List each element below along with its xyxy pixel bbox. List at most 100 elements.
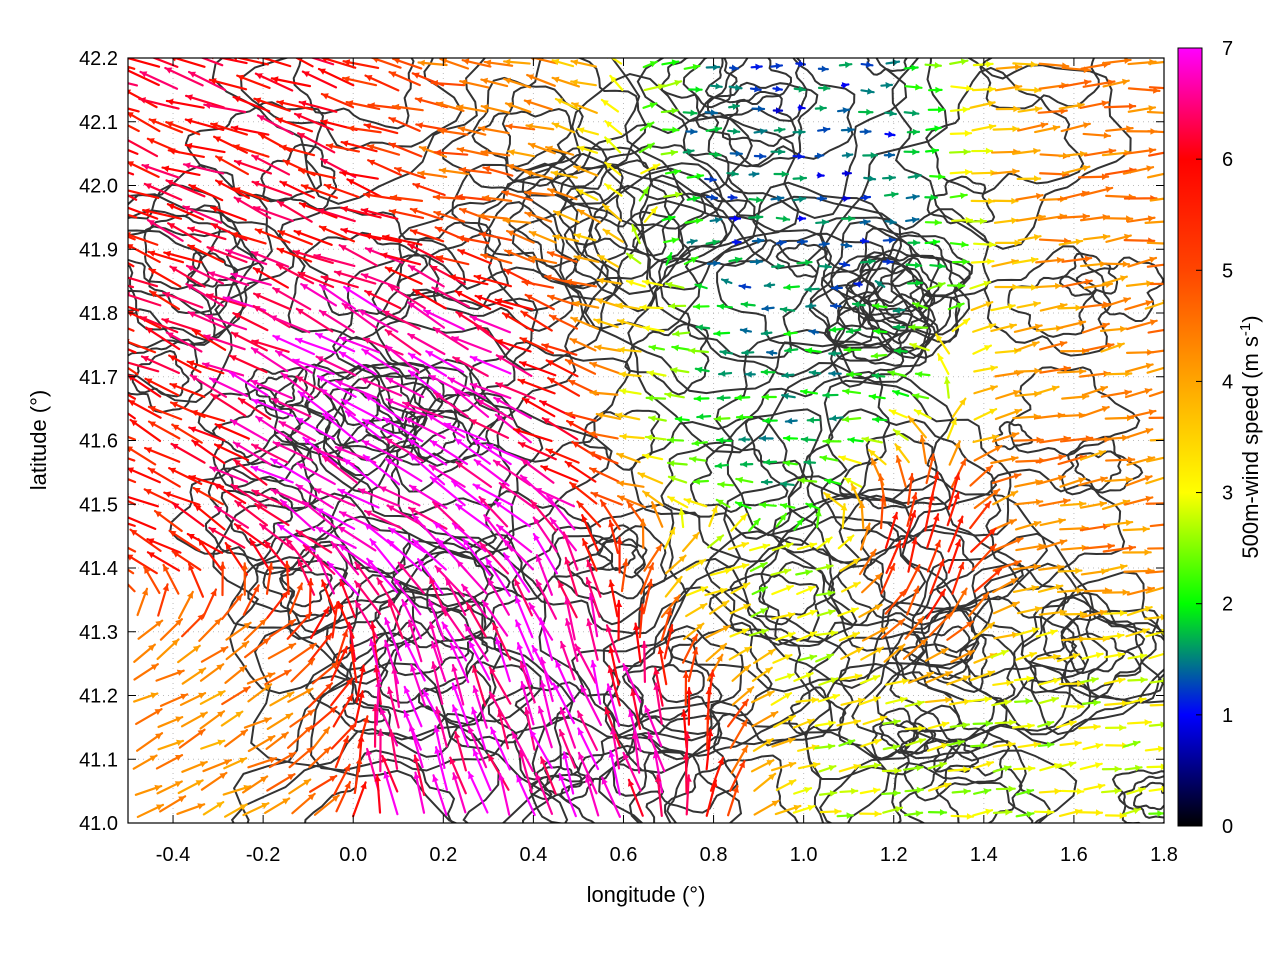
wind-arrow-shaft bbox=[278, 420, 317, 442]
wind-arrow bbox=[385, 344, 421, 374]
wind-arrow-head bbox=[571, 79, 578, 86]
terrain-contour bbox=[775, 242, 828, 278]
wind-arrow-shaft bbox=[452, 356, 489, 378]
wind-arrow-head bbox=[870, 152, 877, 159]
wind-arrow-shaft bbox=[474, 323, 510, 351]
wind-arrow bbox=[782, 460, 799, 467]
wind-arrow-head bbox=[935, 86, 942, 94]
wind-arrow bbox=[361, 439, 403, 462]
wind-arrow-head bbox=[867, 88, 874, 95]
wind-arrow-shaft bbox=[360, 273, 400, 290]
wind-arrow bbox=[841, 195, 851, 203]
wind-arrow-shaft bbox=[384, 437, 425, 463]
wind-arrow bbox=[164, 66, 204, 87]
wind-arrow-head bbox=[893, 429, 901, 437]
wind-arrow bbox=[165, 98, 205, 109]
wind-arrow bbox=[162, 291, 204, 309]
wind-arrow bbox=[892, 323, 906, 331]
wind-arrow-head bbox=[868, 175, 876, 182]
wind-arrow bbox=[319, 387, 356, 417]
wind-arrow-head bbox=[894, 347, 902, 355]
wind-arrow-head bbox=[670, 149, 678, 157]
wind-arrow bbox=[228, 371, 269, 397]
wind-arrow-head bbox=[963, 148, 970, 156]
wind-arrow-shaft bbox=[432, 326, 469, 351]
wind-arrow bbox=[738, 436, 751, 443]
terrain-contour bbox=[820, 408, 998, 543]
wind-arrow bbox=[128, 399, 162, 419]
wind-arrow bbox=[924, 62, 942, 69]
wind-arrow-shaft bbox=[379, 252, 422, 266]
wind-arrow bbox=[417, 170, 448, 179]
wind-arrow bbox=[480, 149, 511, 157]
wind-arrow bbox=[1101, 275, 1128, 286]
wind-arrow bbox=[851, 301, 866, 308]
wind-arrow-shaft bbox=[1146, 366, 1164, 374]
wind-arrow bbox=[506, 229, 535, 244]
wind-arrow bbox=[614, 302, 641, 311]
wind-arrow-head bbox=[735, 84, 742, 91]
wind-arrow-head bbox=[740, 327, 748, 335]
wind-arrow bbox=[713, 415, 731, 423]
wind-arrow-head bbox=[717, 303, 725, 310]
wind-arrow bbox=[683, 256, 699, 266]
wind-arrow bbox=[576, 127, 600, 136]
wind-arrow-shaft bbox=[1144, 301, 1164, 310]
wind-arrow bbox=[526, 73, 556, 87]
wind-arrow-head bbox=[610, 75, 617, 83]
wind-arrow-head bbox=[364, 232, 372, 240]
wind-arrow bbox=[208, 377, 249, 398]
wind-arrow-head bbox=[380, 252, 388, 259]
wind-arrow-head bbox=[572, 102, 580, 109]
wind-arrow bbox=[1058, 150, 1088, 158]
wind-arrow bbox=[458, 166, 492, 175]
wind-arrow-head bbox=[911, 216, 919, 224]
wind-arrow-head bbox=[605, 121, 613, 128]
wind-arrow-head bbox=[690, 109, 697, 117]
wind-arrow-shaft bbox=[254, 72, 294, 92]
wind-arrow bbox=[867, 448, 887, 466]
wind-arrow bbox=[803, 459, 817, 466]
wind-arrow bbox=[230, 272, 272, 286]
wind-arrow-head bbox=[667, 436, 675, 444]
wind-arrow-head bbox=[364, 123, 372, 130]
terrain-contour bbox=[808, 257, 932, 360]
wind-arrow-head bbox=[866, 108, 873, 116]
wind-arrow-shaft bbox=[292, 358, 335, 376]
wind-arrow-head bbox=[302, 71, 310, 78]
wind-arrow-head bbox=[478, 125, 486, 133]
wind-arrow-shaft bbox=[494, 298, 534, 311]
wind-arrow bbox=[457, 126, 487, 136]
wind-arrow bbox=[792, 196, 807, 203]
wind-arrow-head bbox=[436, 101, 444, 108]
wind-arrow bbox=[830, 284, 843, 292]
wind-arrow-head bbox=[798, 196, 806, 203]
wind-arrow-head bbox=[759, 152, 766, 160]
wind-arrow bbox=[204, 314, 248, 331]
wind-arrow-head bbox=[675, 416, 683, 423]
wind-arrow-head bbox=[365, 290, 373, 297]
wind-arrow-head bbox=[171, 443, 179, 450]
wind-arrow-head bbox=[695, 366, 703, 374]
wind-arrow bbox=[951, 397, 967, 418]
wind-arrow-head bbox=[1148, 147, 1156, 154]
wind-arrow bbox=[1035, 256, 1065, 264]
wind-arrow bbox=[735, 413, 754, 421]
wind-arrow bbox=[138, 97, 180, 110]
wind-arrow bbox=[748, 196, 764, 204]
wind-arrow bbox=[429, 264, 466, 286]
wind-arrow-head bbox=[148, 220, 155, 227]
wind-arrow-head bbox=[819, 195, 826, 202]
wind-arrow-head bbox=[642, 453, 650, 460]
wind-arrow bbox=[770, 148, 786, 156]
terrain-contour bbox=[374, 587, 487, 677]
wind-arrow bbox=[814, 105, 827, 112]
wind-arrow-head bbox=[722, 278, 729, 285]
wind-arrow-shaft bbox=[255, 415, 293, 442]
wind-arrow bbox=[772, 85, 783, 93]
wind-arrow bbox=[433, 210, 466, 223]
terrain-contour bbox=[704, 58, 793, 106]
wind-arrow bbox=[1039, 340, 1068, 351]
wind-arrow bbox=[973, 385, 998, 395]
wind-arrow-head bbox=[730, 193, 737, 201]
